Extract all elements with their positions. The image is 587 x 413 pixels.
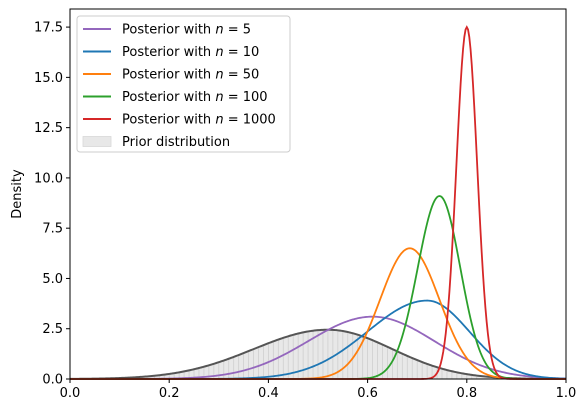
legend-label-prefix: Posterior with bbox=[122, 68, 215, 83]
legend-label-posterior-with-n-100: Posterior with n = 100 bbox=[122, 90, 268, 105]
legend-label-prefix: Posterior with bbox=[122, 23, 215, 38]
legend-label-value: = 5 bbox=[224, 23, 251, 38]
x-axis: 0.0 0.2 0.4 0.6 0.8 1.0 bbox=[60, 379, 577, 401]
legend-label-variable: n bbox=[215, 90, 223, 105]
y-tick-label: 5.0 bbox=[42, 272, 63, 287]
legend-label-prefix: Posterior with bbox=[122, 45, 215, 60]
x-tick-label: 0.0 bbox=[60, 386, 81, 401]
plot-frame bbox=[69, 8, 567, 380]
x-tick-label: 1.0 bbox=[556, 386, 577, 401]
x-tick-label: 0.4 bbox=[258, 386, 279, 401]
y-axis: 0.0 2.5 5.0 7.5 10.0 12.5 15.0 17.5 bbox=[34, 21, 70, 388]
legend-label-value: = 100 bbox=[224, 90, 268, 105]
x-tick-label: 0.2 bbox=[159, 386, 180, 401]
legend-label-variable: n bbox=[215, 68, 223, 83]
legend-label-prefix: Posterior with bbox=[122, 113, 215, 128]
legend-label-posterior-with-n-5: Posterior with n = 5 bbox=[122, 23, 251, 38]
y-tick-label: 7.5 bbox=[42, 222, 63, 237]
y-tick-label: 10.0 bbox=[34, 171, 63, 186]
legend-label-prefix: Posterior with bbox=[122, 90, 215, 105]
legend-label-posterior-with-n-10: Posterior with n = 10 bbox=[122, 45, 259, 60]
y-tick-label: 15.0 bbox=[34, 71, 63, 86]
legend-label-prior-distribution: Prior distribution bbox=[122, 135, 230, 150]
legend-label-value: = 10 bbox=[224, 45, 260, 60]
legend-label-posterior-with-n-50: Posterior with n = 50 bbox=[122, 68, 259, 83]
y-tick-label: 12.5 bbox=[34, 121, 63, 136]
x-tick-label: 0.8 bbox=[456, 386, 477, 401]
prior-distribution-line bbox=[69, 328, 567, 380]
legend-box bbox=[76, 15, 291, 153]
y-axis-label: Density bbox=[10, 169, 25, 219]
y-tick-label: 17.5 bbox=[34, 21, 63, 36]
legend-label-prefix: Prior distribution bbox=[122, 135, 230, 150]
legend-label-variable: n bbox=[215, 23, 223, 38]
legend-label-variable: n bbox=[215, 45, 223, 60]
y-tick-label: 0.0 bbox=[42, 373, 63, 388]
legend-label-value: = 1000 bbox=[224, 113, 276, 128]
x-tick-label: 0.6 bbox=[357, 386, 378, 401]
legend-label-posterior-with-n-1000: Posterior with n = 1000 bbox=[122, 113, 276, 128]
legend-label-variable: n bbox=[215, 113, 223, 128]
legend-swatch-prior-distribution bbox=[82, 136, 112, 147]
y-tick-label: 2.5 bbox=[42, 322, 63, 337]
legend-label-value: = 50 bbox=[224, 68, 260, 83]
